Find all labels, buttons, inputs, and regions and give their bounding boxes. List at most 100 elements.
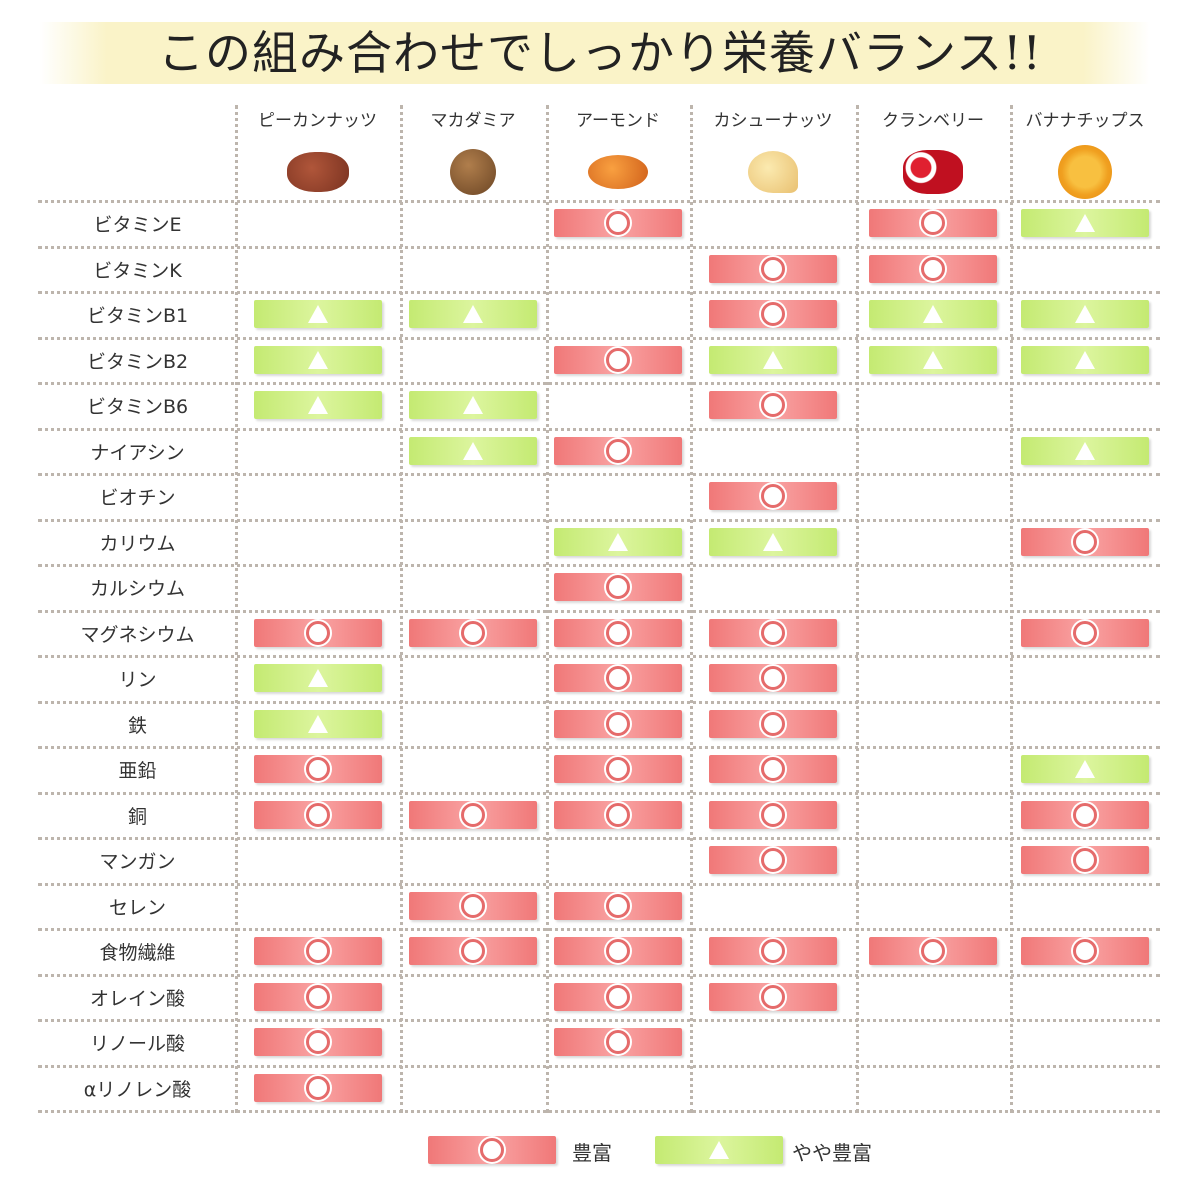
row-label: リン — [118, 669, 157, 691]
rich-mark — [554, 209, 682, 237]
row-label: ビタミンK — [93, 259, 182, 282]
double-circle-icon — [761, 848, 785, 872]
column-header: マカダミア — [430, 111, 516, 131]
somewhat-rich-mark — [253, 300, 382, 328]
somewhat-rich-mark — [709, 527, 837, 556]
row-divider — [38, 245, 1160, 249]
row-label: ビタミンE — [93, 214, 182, 236]
double-circle-icon — [761, 484, 785, 508]
rich-mark — [253, 1028, 382, 1056]
row-divider — [38, 791, 1160, 795]
double-circle-icon — [606, 438, 630, 463]
rich-mark — [554, 800, 682, 829]
rich-mark — [709, 709, 837, 738]
banana-chip-icon — [1058, 145, 1112, 199]
somewhat-rich-mark — [1021, 300, 1149, 328]
somewhat-rich-mark — [709, 345, 837, 374]
rich-mark — [554, 436, 682, 465]
rich-mark — [554, 664, 682, 692]
double-circle-icon — [1073, 939, 1097, 963]
double-circle-icon — [461, 893, 485, 918]
rich-mark — [554, 709, 682, 738]
cranberry-icon — [903, 150, 963, 194]
double-circle-icon — [305, 984, 330, 1009]
row-label: リノール酸 — [89, 1033, 185, 1055]
row-divider — [38, 427, 1160, 431]
row-label: カルシウム — [89, 578, 185, 600]
double-circle-icon — [305, 939, 330, 963]
double-circle-icon — [761, 984, 785, 1009]
rich-mark — [869, 209, 997, 237]
row-divider — [38, 518, 1160, 522]
row-label: 亜鉛 — [118, 760, 157, 782]
row-label: マグネシウム — [80, 623, 195, 646]
row-divider — [38, 928, 1160, 931]
legend-rich-label: 豊富 — [572, 1141, 612, 1165]
somewhat-rich-mark — [409, 436, 537, 465]
row-divider — [38, 473, 1160, 476]
double-circle-icon — [761, 757, 785, 781]
row-label: マンガン — [99, 851, 176, 873]
double-circle-icon — [761, 256, 785, 281]
double-circle-icon — [606, 984, 630, 1009]
column-divider — [400, 105, 403, 1113]
double-circle-icon — [305, 802, 330, 827]
column-divider — [690, 105, 693, 1113]
rich-mark — [253, 618, 382, 647]
macadamia-icon — [450, 149, 496, 195]
title-banner — [40, 22, 1150, 84]
somewhat-rich-mark — [869, 300, 997, 328]
row-label: αリノレン酸 — [83, 1078, 192, 1101]
somewhat-rich-mark — [1021, 436, 1149, 465]
rich-mark — [709, 982, 837, 1011]
somewhat-rich-mark — [1021, 755, 1149, 783]
rich-mark — [1021, 527, 1149, 556]
rich-mark — [1021, 618, 1149, 647]
triangle-icon — [307, 714, 328, 733]
rich-mark — [253, 800, 382, 829]
triangle-icon — [307, 350, 328, 369]
column-divider — [1010, 105, 1013, 1113]
somewhat-rich-mark — [409, 300, 537, 328]
row-label: ビタミンB6 — [86, 396, 189, 418]
somewhat-rich-mark — [409, 391, 537, 419]
double-circle-icon — [305, 1030, 330, 1054]
double-circle-icon — [606, 347, 630, 372]
somewhat-rich-mark — [253, 664, 382, 692]
double-circle-icon — [1073, 529, 1097, 554]
rich-mark — [554, 573, 682, 601]
double-circle-icon — [761, 302, 785, 326]
triangle-icon — [1075, 350, 1095, 369]
rich-mark — [253, 755, 382, 783]
double-circle-icon — [606, 802, 630, 827]
rich-mark — [709, 937, 837, 965]
legend-somewhat-swatch — [655, 1136, 783, 1164]
somewhat-rich-mark — [253, 345, 382, 374]
double-circle-icon — [761, 666, 785, 690]
rich-mark — [709, 300, 837, 328]
somewhat-rich-mark — [253, 709, 382, 738]
double-circle-icon — [761, 711, 785, 736]
triangle-icon — [608, 532, 628, 551]
double-circle-icon — [761, 393, 785, 417]
row-label: 銅 — [127, 805, 147, 828]
row-divider — [38, 1019, 1160, 1022]
double-circle-icon — [606, 620, 630, 645]
double-circle-icon — [461, 939, 485, 963]
rich-mark — [409, 618, 537, 647]
triangle-icon — [1075, 214, 1095, 232]
double-circle-icon — [1073, 620, 1097, 645]
double-circle-icon — [761, 802, 785, 827]
rich-mark — [554, 937, 682, 965]
triangle-icon — [307, 305, 328, 323]
somewhat-rich-mark — [554, 527, 682, 556]
triangle-icon — [709, 1141, 729, 1159]
page-title: この組み合わせでしっかり栄養バランス!! — [157, 26, 1043, 80]
double-circle-icon — [305, 1075, 330, 1100]
row-label: ナイアシン — [90, 441, 185, 464]
row-divider — [38, 1110, 1160, 1113]
legend-rich-swatch — [428, 1136, 556, 1164]
somewhat-rich-mark — [1021, 209, 1149, 237]
row-divider — [38, 1064, 1160, 1068]
